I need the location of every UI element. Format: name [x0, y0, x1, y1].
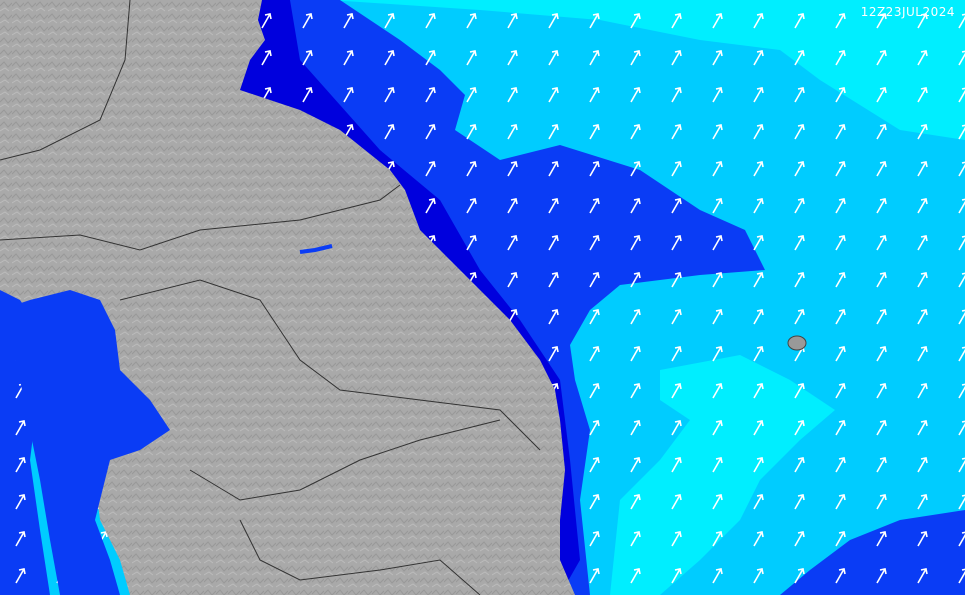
island — [787, 335, 807, 351]
borders — [0, 0, 541, 595]
lake — [299, 244, 333, 254]
timestamp: 12Z23JUL2024 — [861, 5, 955, 19]
bay — [0, 290, 170, 595]
